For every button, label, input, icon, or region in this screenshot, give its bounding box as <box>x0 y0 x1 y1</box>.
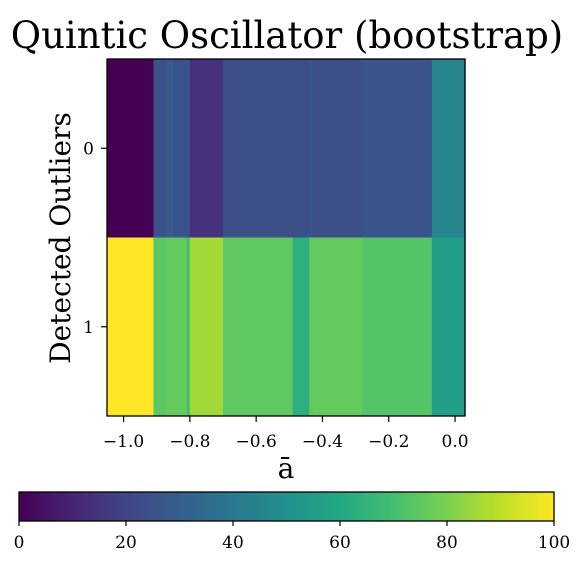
heatmap-cell <box>388 59 393 238</box>
heatmap-cell <box>153 59 168 238</box>
heatmap-cell <box>223 59 254 238</box>
colorbar-tick-label: 80 <box>436 533 458 553</box>
heatmap-cell <box>173 59 188 238</box>
colorbar-tick-label: 100 <box>538 533 570 553</box>
heatmap-cell <box>392 237 433 417</box>
heatmap-cell <box>312 237 347 417</box>
heatmap-cell <box>107 237 155 417</box>
heatmap-cells <box>107 59 466 417</box>
x-axis-ticks: −1.0 −0.8 −0.6 −0.4 −0.2 0.0 <box>103 416 469 452</box>
x-tick-label: 0.0 <box>442 432 469 452</box>
x-tick-label: −0.2 <box>368 432 409 452</box>
heatmap-cell <box>289 237 294 417</box>
heatmap-cell <box>223 237 254 417</box>
heatmap-cell <box>388 237 393 417</box>
heatmap-cell <box>392 59 433 238</box>
colorbar-tick-label: 20 <box>115 533 137 553</box>
heatmap-cell <box>107 59 155 238</box>
heatmap-cell <box>252 59 290 238</box>
heatmap-cell <box>153 237 168 417</box>
y-tick-label: 0 <box>83 139 94 159</box>
colorbar-tick-label: 0 <box>14 533 25 553</box>
heatmap-cell <box>312 59 347 238</box>
heatmap-cell <box>186 59 191 238</box>
x-tick-label: −0.6 <box>236 432 277 452</box>
colorbar-tick-label: 40 <box>222 533 244 553</box>
heatmap-cell <box>289 59 294 238</box>
x-tick-label: −0.4 <box>302 432 343 452</box>
x-tick-label: −0.8 <box>169 432 210 452</box>
heatmap-cell <box>309 59 314 238</box>
plot-frame <box>106 58 466 417</box>
x-tick-label: −1.0 <box>103 432 144 452</box>
heatmap-cell <box>252 237 290 417</box>
chart-title: Quintic Oscillator (bootstrap) <box>11 14 563 57</box>
heatmap-cell <box>166 59 174 238</box>
heatmap-cell <box>166 237 174 417</box>
y-tick-label: 1 <box>83 318 94 338</box>
heatmap-cell <box>189 237 224 417</box>
heatmap-cell <box>345 237 363 417</box>
heatmap-cell <box>173 237 188 417</box>
heatmap-cell <box>431 237 466 417</box>
heatmap-cell <box>186 237 191 417</box>
heatmap-cell <box>362 237 390 417</box>
heatmap-cell <box>292 237 310 417</box>
y-axis-label: Detected Outliers <box>44 112 77 364</box>
y-axis-ticks: 01 <box>83 139 107 338</box>
heatmap-cell <box>189 59 224 238</box>
heatmap-cell <box>345 59 363 238</box>
heatmap-cell <box>362 59 390 238</box>
colorbar-tick-label: 60 <box>329 533 351 553</box>
x-axis-label: ā <box>278 452 295 485</box>
heatmap-cell <box>292 59 310 238</box>
heatmap-cell <box>431 59 466 238</box>
colorbar-ticks: 0 20 40 60 80 100 <box>14 521 570 553</box>
colorbar <box>18 491 555 522</box>
heatmap-cell <box>309 237 314 417</box>
